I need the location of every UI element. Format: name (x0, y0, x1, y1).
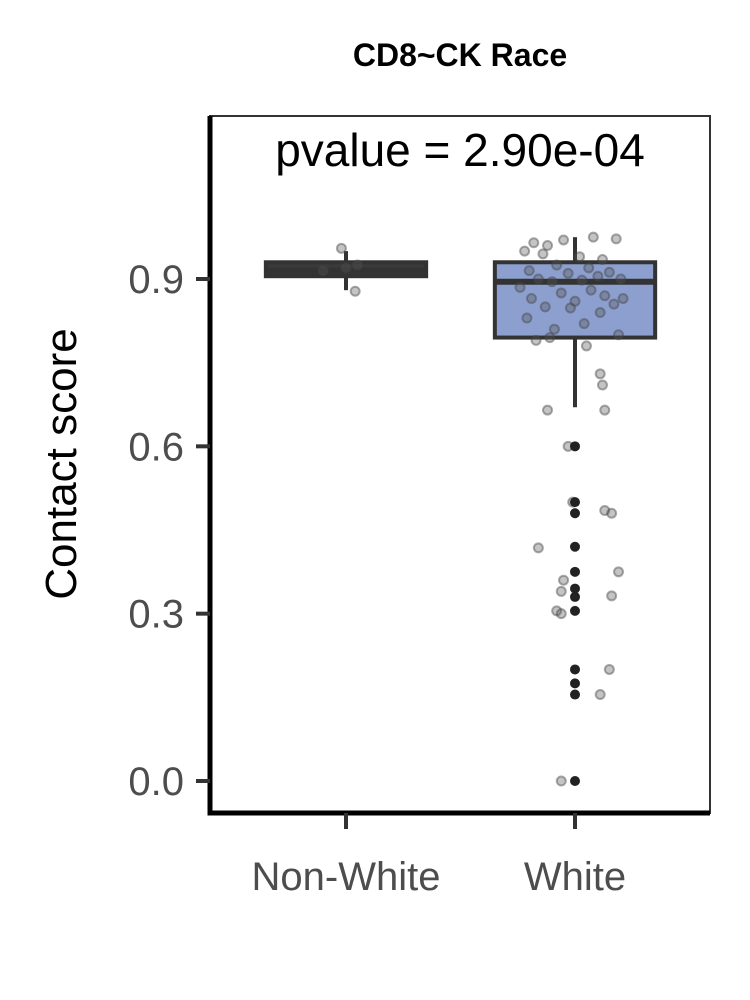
pvalue-annotation: pvalue = 2.90e-04 (275, 124, 645, 176)
jitter-point (587, 231, 599, 243)
outlier-point (570, 591, 580, 602)
jitter-point (580, 340, 592, 352)
jitter-point (608, 298, 620, 310)
jitter-point (603, 266, 615, 278)
jitter-point (564, 302, 576, 314)
jitter-point (551, 259, 563, 271)
jitter-point (613, 329, 625, 341)
outlier-point (570, 566, 580, 577)
outlier-point (570, 508, 580, 519)
outlier-point (570, 605, 580, 616)
jitter-point (539, 301, 551, 313)
outlier-point (570, 583, 580, 594)
outlier-point (570, 541, 580, 552)
jitter-point (555, 585, 567, 597)
outlier-point (570, 441, 580, 452)
jitter-point (544, 332, 556, 344)
jitter-point (578, 318, 590, 330)
jitter-point (317, 265, 329, 277)
jitter-point (599, 504, 611, 516)
jitter-point (521, 312, 533, 324)
jitter-point (558, 574, 570, 586)
jitter-point (542, 404, 554, 416)
box-layer (263, 237, 658, 408)
jitter-point (558, 234, 570, 246)
jitter-point (594, 306, 606, 318)
jitter-point (340, 262, 352, 274)
jitter-point (592, 270, 604, 282)
plot-panel (207, 115, 711, 816)
jitter-point (583, 262, 595, 274)
jitter-point (599, 290, 611, 302)
jitter-point (594, 368, 606, 380)
jitter-point (574, 251, 586, 263)
box-white (492, 260, 658, 340)
jitter-point (514, 281, 526, 293)
jitter-point (596, 379, 608, 391)
jitter-point (562, 267, 574, 279)
jitter-point (585, 284, 597, 296)
y-tick-label: 0.6 (128, 425, 184, 469)
jitter-point (555, 287, 567, 299)
jitter-point (532, 542, 544, 554)
jitter-point (596, 253, 608, 265)
outlier-point (570, 678, 580, 689)
jitter-point (530, 334, 542, 346)
outlier-point (570, 664, 580, 675)
panel-border (209, 115, 711, 814)
x-axis-ticks: Non-White White (252, 813, 626, 899)
jitter-point (542, 240, 554, 252)
jitter-point (610, 233, 622, 245)
jitter-point (537, 248, 549, 260)
outlier-point (570, 497, 580, 508)
y-axis-label: Contact score (37, 328, 86, 599)
jitter-point (576, 274, 588, 286)
x-tick-label: Non-White (252, 855, 441, 899)
jitter-point (525, 293, 537, 305)
jitter-point (569, 295, 581, 307)
y-axis-ticks: 0.0 0.3 0.6 0.9 (128, 258, 210, 804)
jitter-point (606, 507, 618, 519)
jitter-point (546, 276, 558, 288)
y-tick-label: 0.9 (128, 258, 184, 302)
jitter-point (351, 259, 363, 271)
jitter-point (615, 273, 627, 285)
y-tick-label: 0.0 (128, 760, 184, 804)
jitter-point (519, 245, 531, 257)
jitter-point (555, 608, 567, 620)
point-layer (317, 231, 629, 787)
jitter-point (349, 285, 361, 297)
jitter-point (335, 242, 347, 254)
jitter-point (594, 689, 606, 701)
jitter-point (613, 566, 625, 578)
jitter-point (606, 590, 618, 602)
jitter-point (523, 265, 535, 277)
jitter-point (617, 293, 629, 305)
jitter-point (551, 605, 563, 617)
jitter-point (548, 323, 560, 335)
outlier-point (570, 689, 580, 700)
chart-title: CD8~CK Race (353, 37, 567, 73)
jitter-point (555, 775, 567, 787)
jitter-point (528, 237, 540, 249)
y-tick-label: 0.3 (128, 593, 184, 637)
x-tick-label: White (524, 855, 626, 899)
outlier-point (570, 776, 580, 786)
jitter-point (599, 404, 611, 416)
jitter-point (603, 663, 615, 675)
jitter-point (532, 273, 544, 285)
